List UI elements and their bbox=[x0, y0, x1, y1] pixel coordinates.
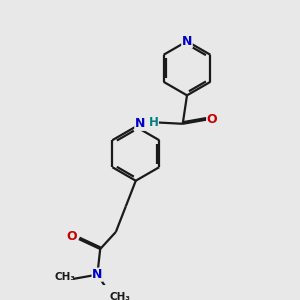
Text: N: N bbox=[135, 117, 145, 130]
Text: N: N bbox=[92, 268, 103, 281]
Text: CH₃: CH₃ bbox=[55, 272, 76, 283]
Text: O: O bbox=[66, 230, 77, 243]
Text: O: O bbox=[207, 113, 218, 126]
Text: CH₃: CH₃ bbox=[110, 292, 130, 300]
Text: N: N bbox=[182, 35, 192, 48]
Text: H: H bbox=[148, 116, 158, 129]
